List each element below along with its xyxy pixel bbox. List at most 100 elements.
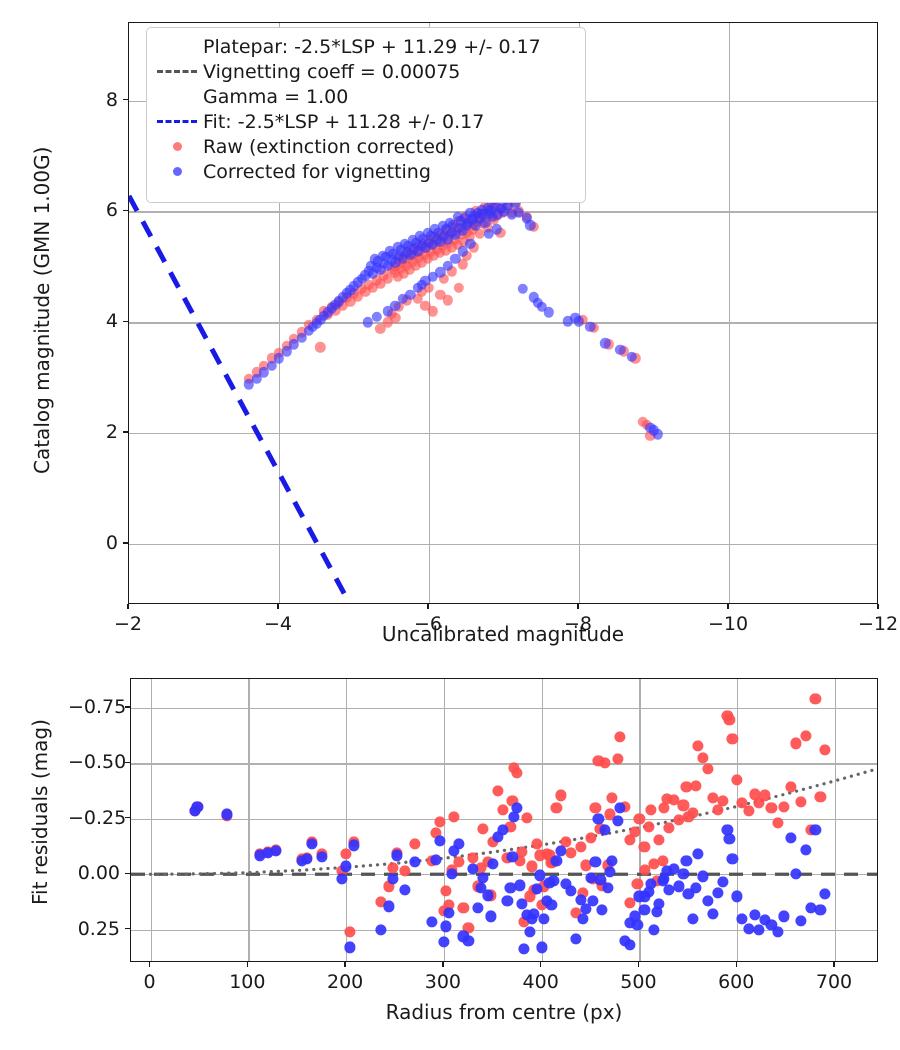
data-point [524,890,536,903]
gridline-vertical [279,23,281,603]
data-point [736,797,748,809]
data-point [281,340,292,351]
data-point [638,904,650,916]
data-point [468,242,480,253]
data-point [446,242,457,253]
data-point [440,885,452,897]
tick-mark-x [577,604,579,609]
gridline-horizontal [131,763,877,765]
data-point [266,360,277,371]
tick-mark-x [539,962,542,967]
data-point [577,887,589,899]
gridline-vertical [346,679,348,961]
data-point [487,858,499,870]
data-point [521,812,533,824]
data-point [258,360,270,371]
tick-label-y: 0.00 [77,862,120,885]
data-point [677,868,690,880]
data-point [785,781,797,793]
data-point [514,855,526,867]
data-point [399,865,411,877]
data-point [462,935,474,947]
data-point [425,246,436,257]
data-point [492,209,504,220]
data-point [599,824,611,836]
data-point [356,283,367,295]
data-point [753,924,765,936]
data-point [637,416,648,428]
data-point [723,714,735,726]
data-point [475,881,487,894]
legend-label: Platepar: -2.5*LSP + 11.29 +/- 0.17 [203,35,541,58]
data-point [416,240,427,252]
legend-key [155,95,199,98]
legend-key [155,45,199,48]
blue-dot-marker-icon [172,167,182,176]
gridline-vertical [737,679,739,961]
data-point [653,898,665,910]
data-point [435,267,446,278]
data-point [749,909,761,921]
tick-label-x: 200 [326,971,364,993]
data-point [395,263,406,275]
data-point [600,338,611,349]
data-point [382,273,393,285]
data-point [457,901,470,914]
data-point [296,327,307,338]
data-point [663,822,675,834]
tick-mark-x [877,604,879,609]
data-point [375,924,387,936]
data-point [442,233,453,245]
data-point [420,300,431,311]
data-point [378,258,390,269]
data-point [716,795,729,807]
data-point [251,366,262,378]
data-point [337,300,348,311]
data-point [550,855,562,867]
data-point [645,422,656,433]
data-point [431,243,442,255]
data-point [589,802,602,814]
data-point [430,854,442,866]
data-point [814,790,826,803]
data-point [348,839,360,851]
tick-label-y: 6 [105,199,118,222]
data-point [560,878,572,890]
tick-label-y: 4 [105,310,118,333]
tick-mark-y [123,542,128,544]
data-point [506,850,518,863]
data-point [422,253,433,264]
data-point [459,212,471,224]
data-point [697,870,709,883]
data-point [438,936,450,948]
gridline-vertical [729,23,731,603]
tick-mark-y [125,872,130,874]
data-point [502,200,513,212]
data-point [532,297,543,309]
fit-residuals-plot-area [131,679,877,961]
data-point [391,849,403,861]
tick-label-y: −0.75 [68,695,127,718]
data-point [483,208,495,219]
legend-label: Gamma = 1.00 [203,85,349,108]
data-point [375,278,386,289]
data-point [615,344,626,356]
data-point [496,824,509,836]
data-point [428,250,439,261]
data-point [480,217,491,228]
data-point [692,739,704,752]
data-point [453,282,465,294]
data-point [545,899,558,911]
legend-entry: Gamma = 1.00 [155,84,575,109]
legend-entry: Vignetting coeff = 0.00075 [155,59,575,84]
data-point [536,941,548,954]
data-point [772,926,784,938]
data-point [624,834,636,846]
data-point [589,856,602,868]
data-point [336,873,348,885]
data-point [643,820,655,833]
data-point [531,838,543,850]
data-point [668,794,680,806]
data-point [438,230,450,242]
data-point [434,835,446,847]
